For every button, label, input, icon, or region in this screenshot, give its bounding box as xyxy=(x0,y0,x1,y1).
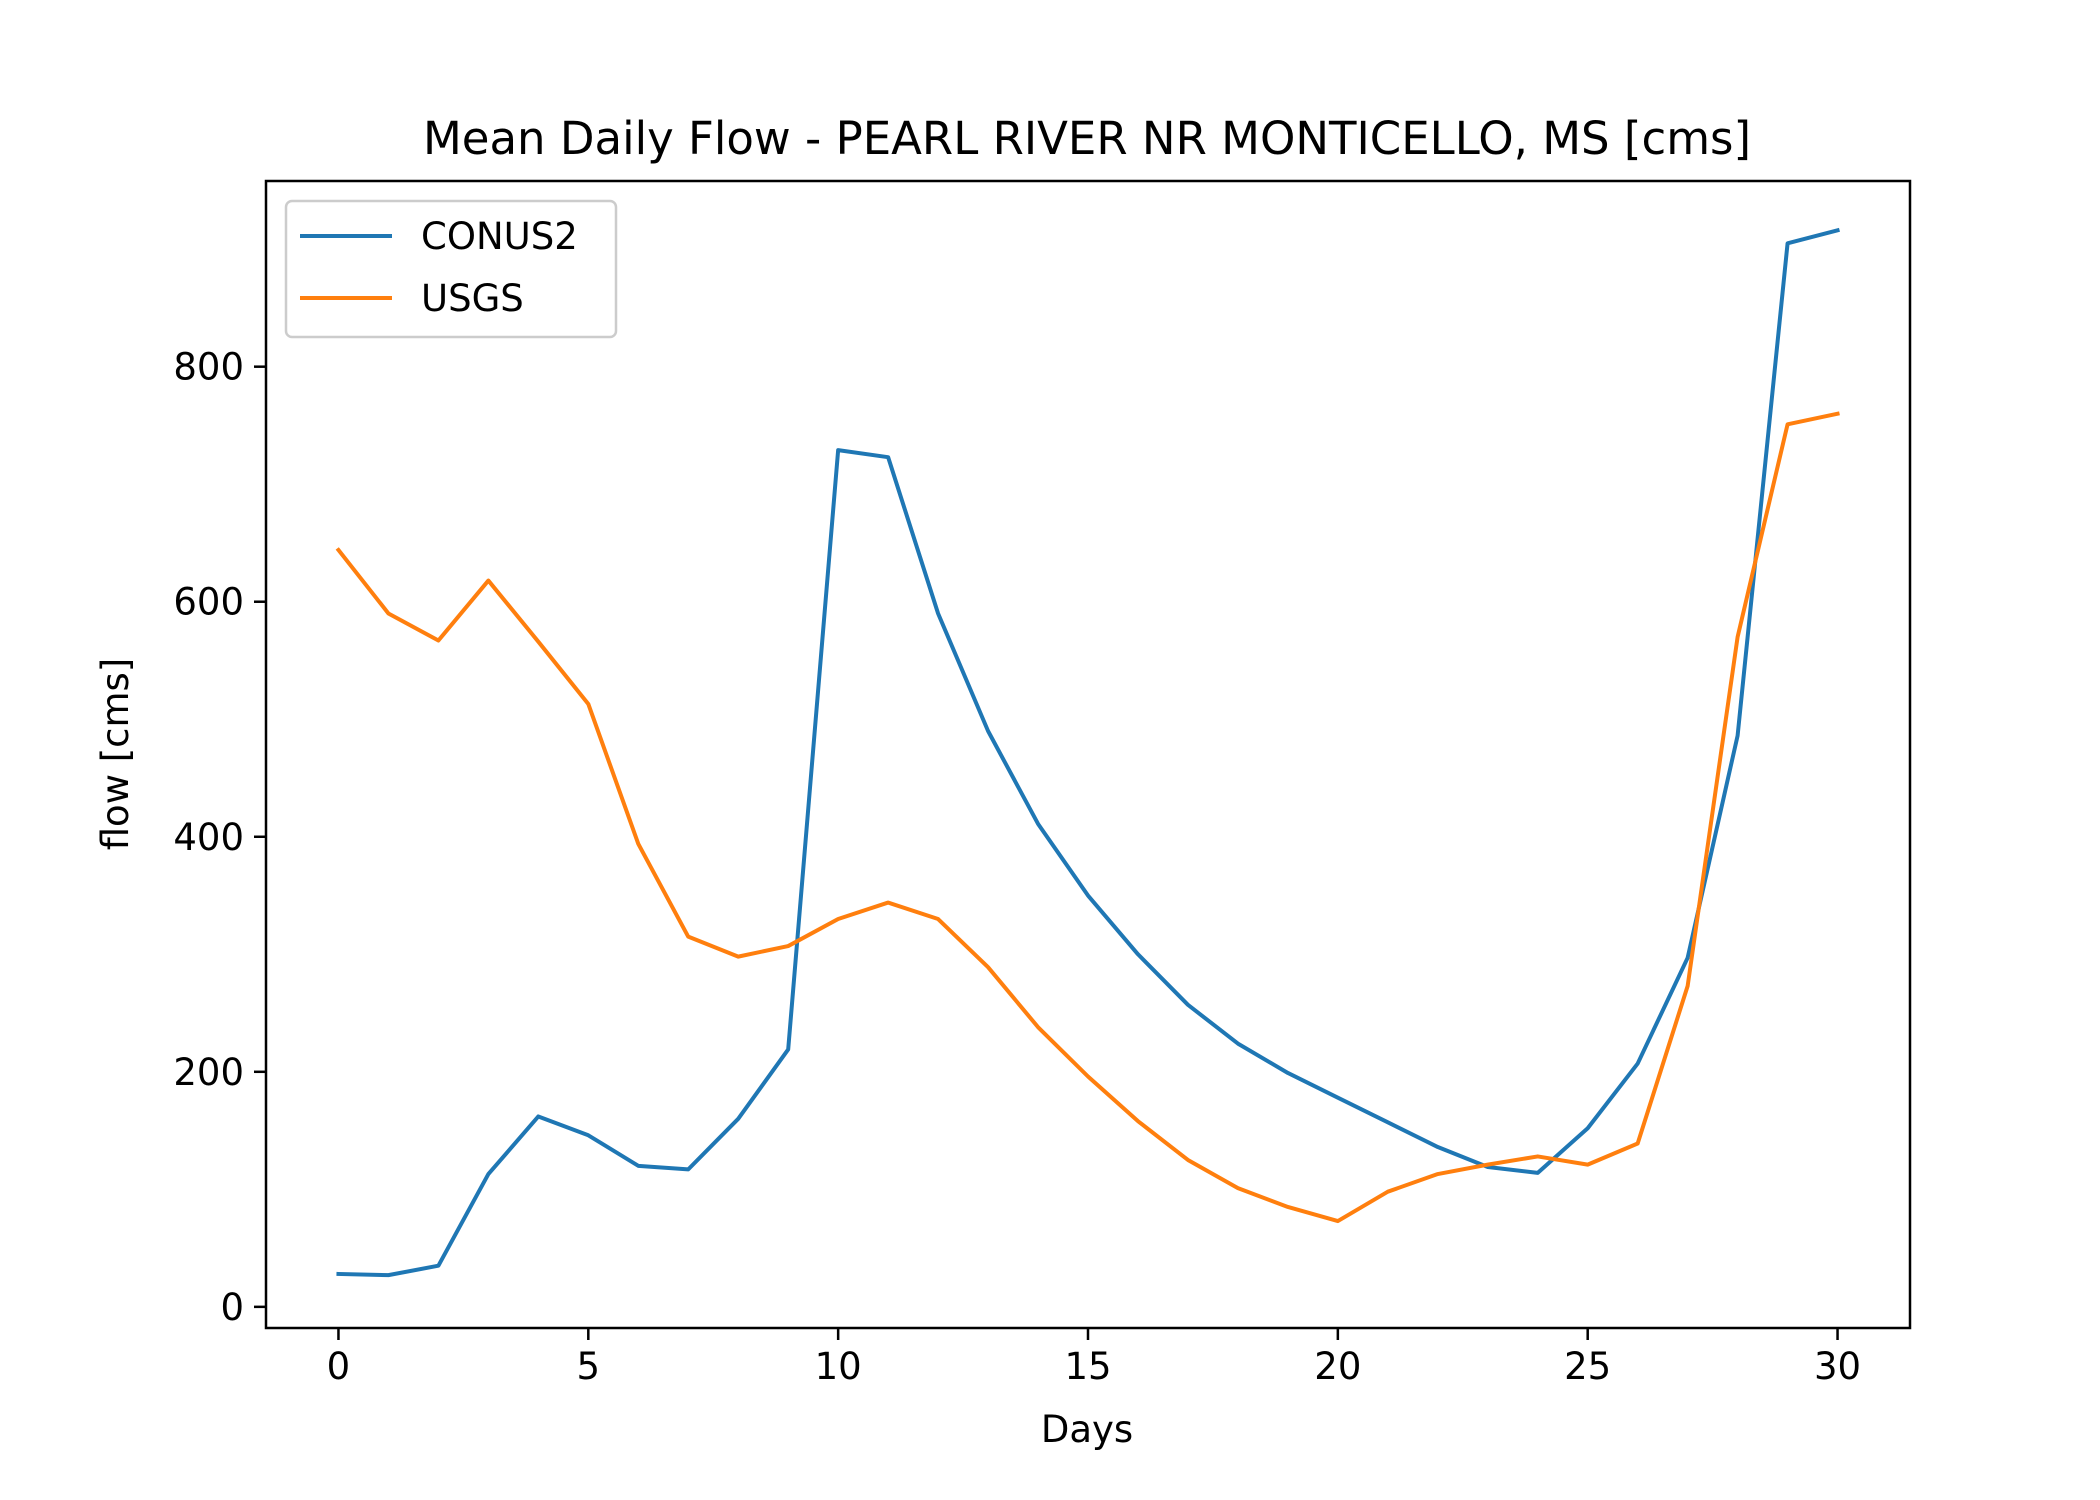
series-line-conus2 xyxy=(336,227,1840,1278)
x-tick-label: 10 xyxy=(815,1345,862,1388)
x-axis: 0 5 10 15 20 25 30 xyxy=(327,1328,1861,1388)
legend-label-conus2: CONUS2 xyxy=(421,215,578,258)
chart-title: Mean Daily Flow - PEARL RIVER NR MONTICE… xyxy=(423,112,1751,165)
y-tick-label: 0 xyxy=(220,1286,244,1329)
x-tick-label: 0 xyxy=(327,1345,351,1388)
y-tick-label: 600 xyxy=(173,581,244,624)
series-line-usgs xyxy=(335,411,1840,1224)
y-tick-label: 800 xyxy=(173,346,244,389)
y-tick-label: 400 xyxy=(173,816,244,859)
x-tick-label: 25 xyxy=(1564,1345,1611,1388)
legend-label-usgs: USGS xyxy=(421,277,524,320)
x-tick-label: 30 xyxy=(1814,1345,1861,1388)
x-axis-label: Days xyxy=(1041,1408,1133,1451)
y-axis: 0 200 400 600 800 xyxy=(173,346,266,1329)
y-axis-label: flow [cms] xyxy=(94,658,137,851)
series-layer xyxy=(335,227,1840,1278)
legend: CONUS2 USGS xyxy=(284,199,618,339)
y-tick-label: 200 xyxy=(173,1051,244,1094)
x-tick-label: 20 xyxy=(1314,1345,1361,1388)
x-tick-label: 5 xyxy=(577,1345,601,1388)
x-tick-label: 15 xyxy=(1064,1345,1111,1388)
